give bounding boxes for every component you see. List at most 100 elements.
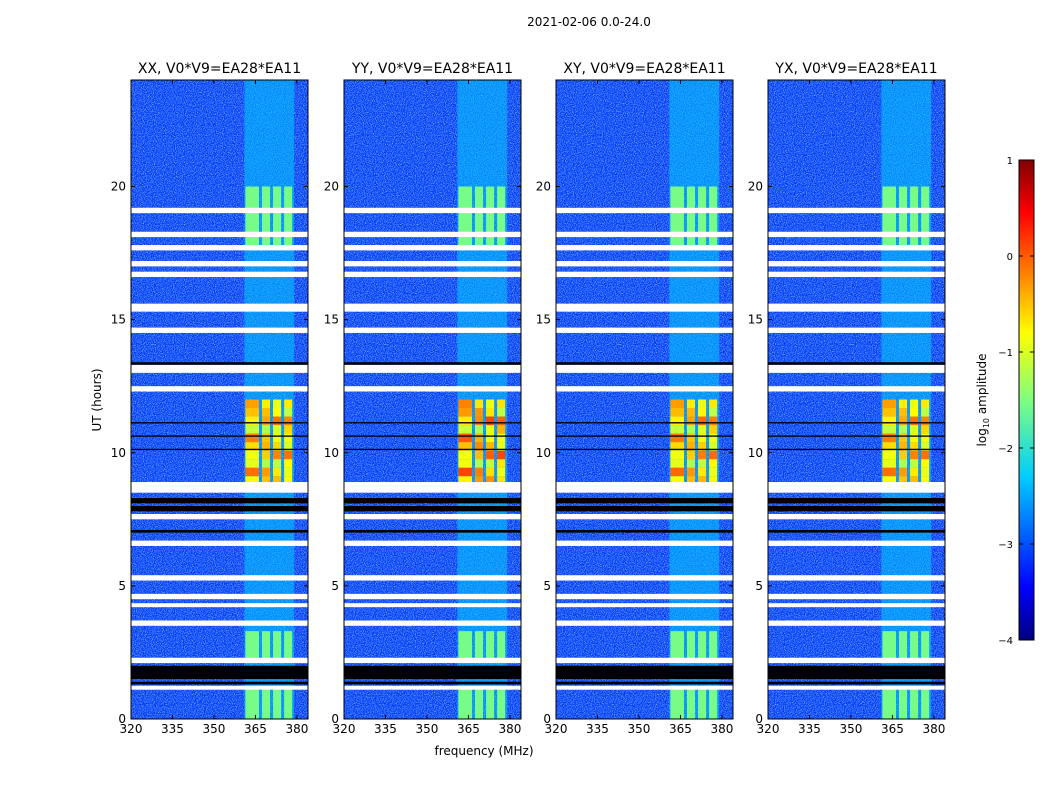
- flagged-row-black: [344, 422, 521, 424]
- rfi-strong-cell: [686, 416, 696, 426]
- rfi-strong-cell: [458, 399, 472, 409]
- flagged-row-black: [131, 506, 308, 512]
- rfi-moderate-block: [245, 186, 259, 246]
- rfi-strong-cell: [921, 442, 930, 451]
- rfi-strong-cell: [458, 476, 472, 485]
- colorbar-label-end: amplitude: [975, 354, 989, 418]
- rfi-strong-cell: [686, 425, 696, 434]
- rfi-strong-cell: [698, 433, 707, 443]
- flagged-row-white: [344, 685, 521, 690]
- flagged-row-white: [768, 386, 945, 392]
- flagged-row-black: [131, 362, 308, 365]
- rfi-strong-cell: [698, 467, 707, 477]
- y-tick-label: 15: [748, 313, 763, 327]
- flagged-row-white: [344, 245, 521, 251]
- rfi-strong-cell: [474, 442, 484, 451]
- flagged-row-white: [556, 327, 733, 333]
- flagged-row-black: [556, 665, 733, 680]
- rfi-strong-cell: [910, 467, 919, 477]
- rfi-strong-cell: [284, 467, 293, 477]
- rfi-moderate-block: [486, 631, 495, 661]
- rfi-strong-cell: [910, 416, 919, 426]
- rfi-moderate-block: [698, 687, 707, 719]
- rfi-strong-cell: [670, 433, 684, 443]
- flagged-row-black: [131, 448, 308, 451]
- flagged-row-white: [344, 657, 521, 664]
- rfi-strong-cell: [910, 425, 919, 434]
- y-tick-label: 5: [118, 579, 126, 593]
- rfi-strong-cell: [245, 416, 259, 426]
- y-tick-label: 0: [118, 712, 126, 726]
- colorbar-tick-label: −2: [998, 444, 1013, 455]
- flagged-row-white: [768, 657, 945, 664]
- rfi-strong-cell: [910, 459, 919, 468]
- flagged-row-white: [131, 261, 308, 267]
- flagged-row-black: [556, 448, 733, 451]
- rfi-moderate-block: [670, 687, 684, 719]
- rfi-strong-cell: [458, 442, 472, 451]
- flagged-row-black: [556, 362, 733, 365]
- rfi-strong-cell: [910, 399, 919, 409]
- rfi-strong-cell: [245, 425, 259, 434]
- rfi-strong-cell: [898, 416, 908, 426]
- flagged-row-white: [768, 327, 945, 333]
- y-tick-label: 0: [331, 712, 339, 726]
- rfi-strong-cell: [882, 425, 896, 434]
- rfi-strong-cell: [245, 450, 259, 460]
- rfi-strong-cell: [273, 433, 282, 443]
- panel-frame: [130, 79, 309, 720]
- flagged-row-white: [556, 245, 733, 251]
- flagged-row-black: [768, 435, 945, 437]
- rfi-moderate-block: [458, 631, 472, 661]
- rfi-strong-cell: [910, 476, 919, 485]
- colorbar-ticks: 1 0 −1 −2 −3 −4: [998, 156, 1034, 647]
- flagged-row-white: [131, 271, 308, 278]
- flagged-row-white: [131, 245, 308, 251]
- rfi-strong-cell: [497, 476, 506, 485]
- rfi-strong-cell: [497, 433, 506, 443]
- rfi-strong-cell: [474, 450, 484, 460]
- flagged-row-white: [344, 327, 521, 333]
- rfi-strong-cell: [486, 408, 495, 417]
- flagged-row-white: [344, 575, 521, 581]
- rfi-strong-cell: [709, 416, 718, 426]
- panel-title: XX, V0*V9=EA28*EA11: [138, 61, 301, 77]
- flagged-row-white: [131, 386, 308, 392]
- rfi-moderate-block: [245, 631, 259, 661]
- rfi-strong-cell: [497, 425, 506, 434]
- flagged-row-white: [344, 482, 521, 493]
- rfi-strong-cell: [898, 467, 908, 477]
- rfi-strong-cell: [882, 399, 896, 409]
- x-tick-label: 335: [161, 722, 184, 736]
- colorbar-tick-label: 1: [1007, 156, 1013, 167]
- x-tick-label: 320: [333, 722, 356, 736]
- flagged-row-white: [768, 231, 945, 238]
- rfi-strong-cell: [245, 459, 259, 468]
- rfi-moderate-block: [284, 186, 293, 246]
- flagged-row-black: [768, 506, 945, 512]
- rfi-strong-cell: [284, 408, 293, 417]
- rfi-strong-cell: [921, 450, 930, 460]
- flagged-row-white: [556, 575, 733, 581]
- rfi-moderate-block: [921, 631, 930, 661]
- flagged-row-white: [556, 540, 733, 546]
- rfi-strong-cell: [670, 450, 684, 460]
- flagged-row-black: [344, 362, 521, 365]
- rfi-strong-cell: [497, 416, 506, 426]
- panel-title: YX, V0*V9=EA28*EA11: [774, 61, 937, 77]
- rfi-strong-cell: [670, 399, 684, 409]
- y-tick-label: 20: [324, 180, 339, 194]
- flagged-row-white: [556, 386, 733, 392]
- flagged-row-white: [344, 261, 521, 267]
- colorbar-tick-label: 0: [1007, 252, 1013, 263]
- rfi-strong-cell: [921, 425, 930, 434]
- flagged-row-black: [768, 362, 945, 365]
- rfi-strong-cell: [882, 433, 896, 443]
- rfi-strong-cell: [261, 433, 271, 443]
- flagged-row-white: [768, 685, 945, 690]
- rfi-strong-cell: [686, 450, 696, 460]
- flagged-row-black: [768, 498, 945, 504]
- rfi-strong-cell: [709, 425, 718, 434]
- rfi-strong-cell: [882, 442, 896, 451]
